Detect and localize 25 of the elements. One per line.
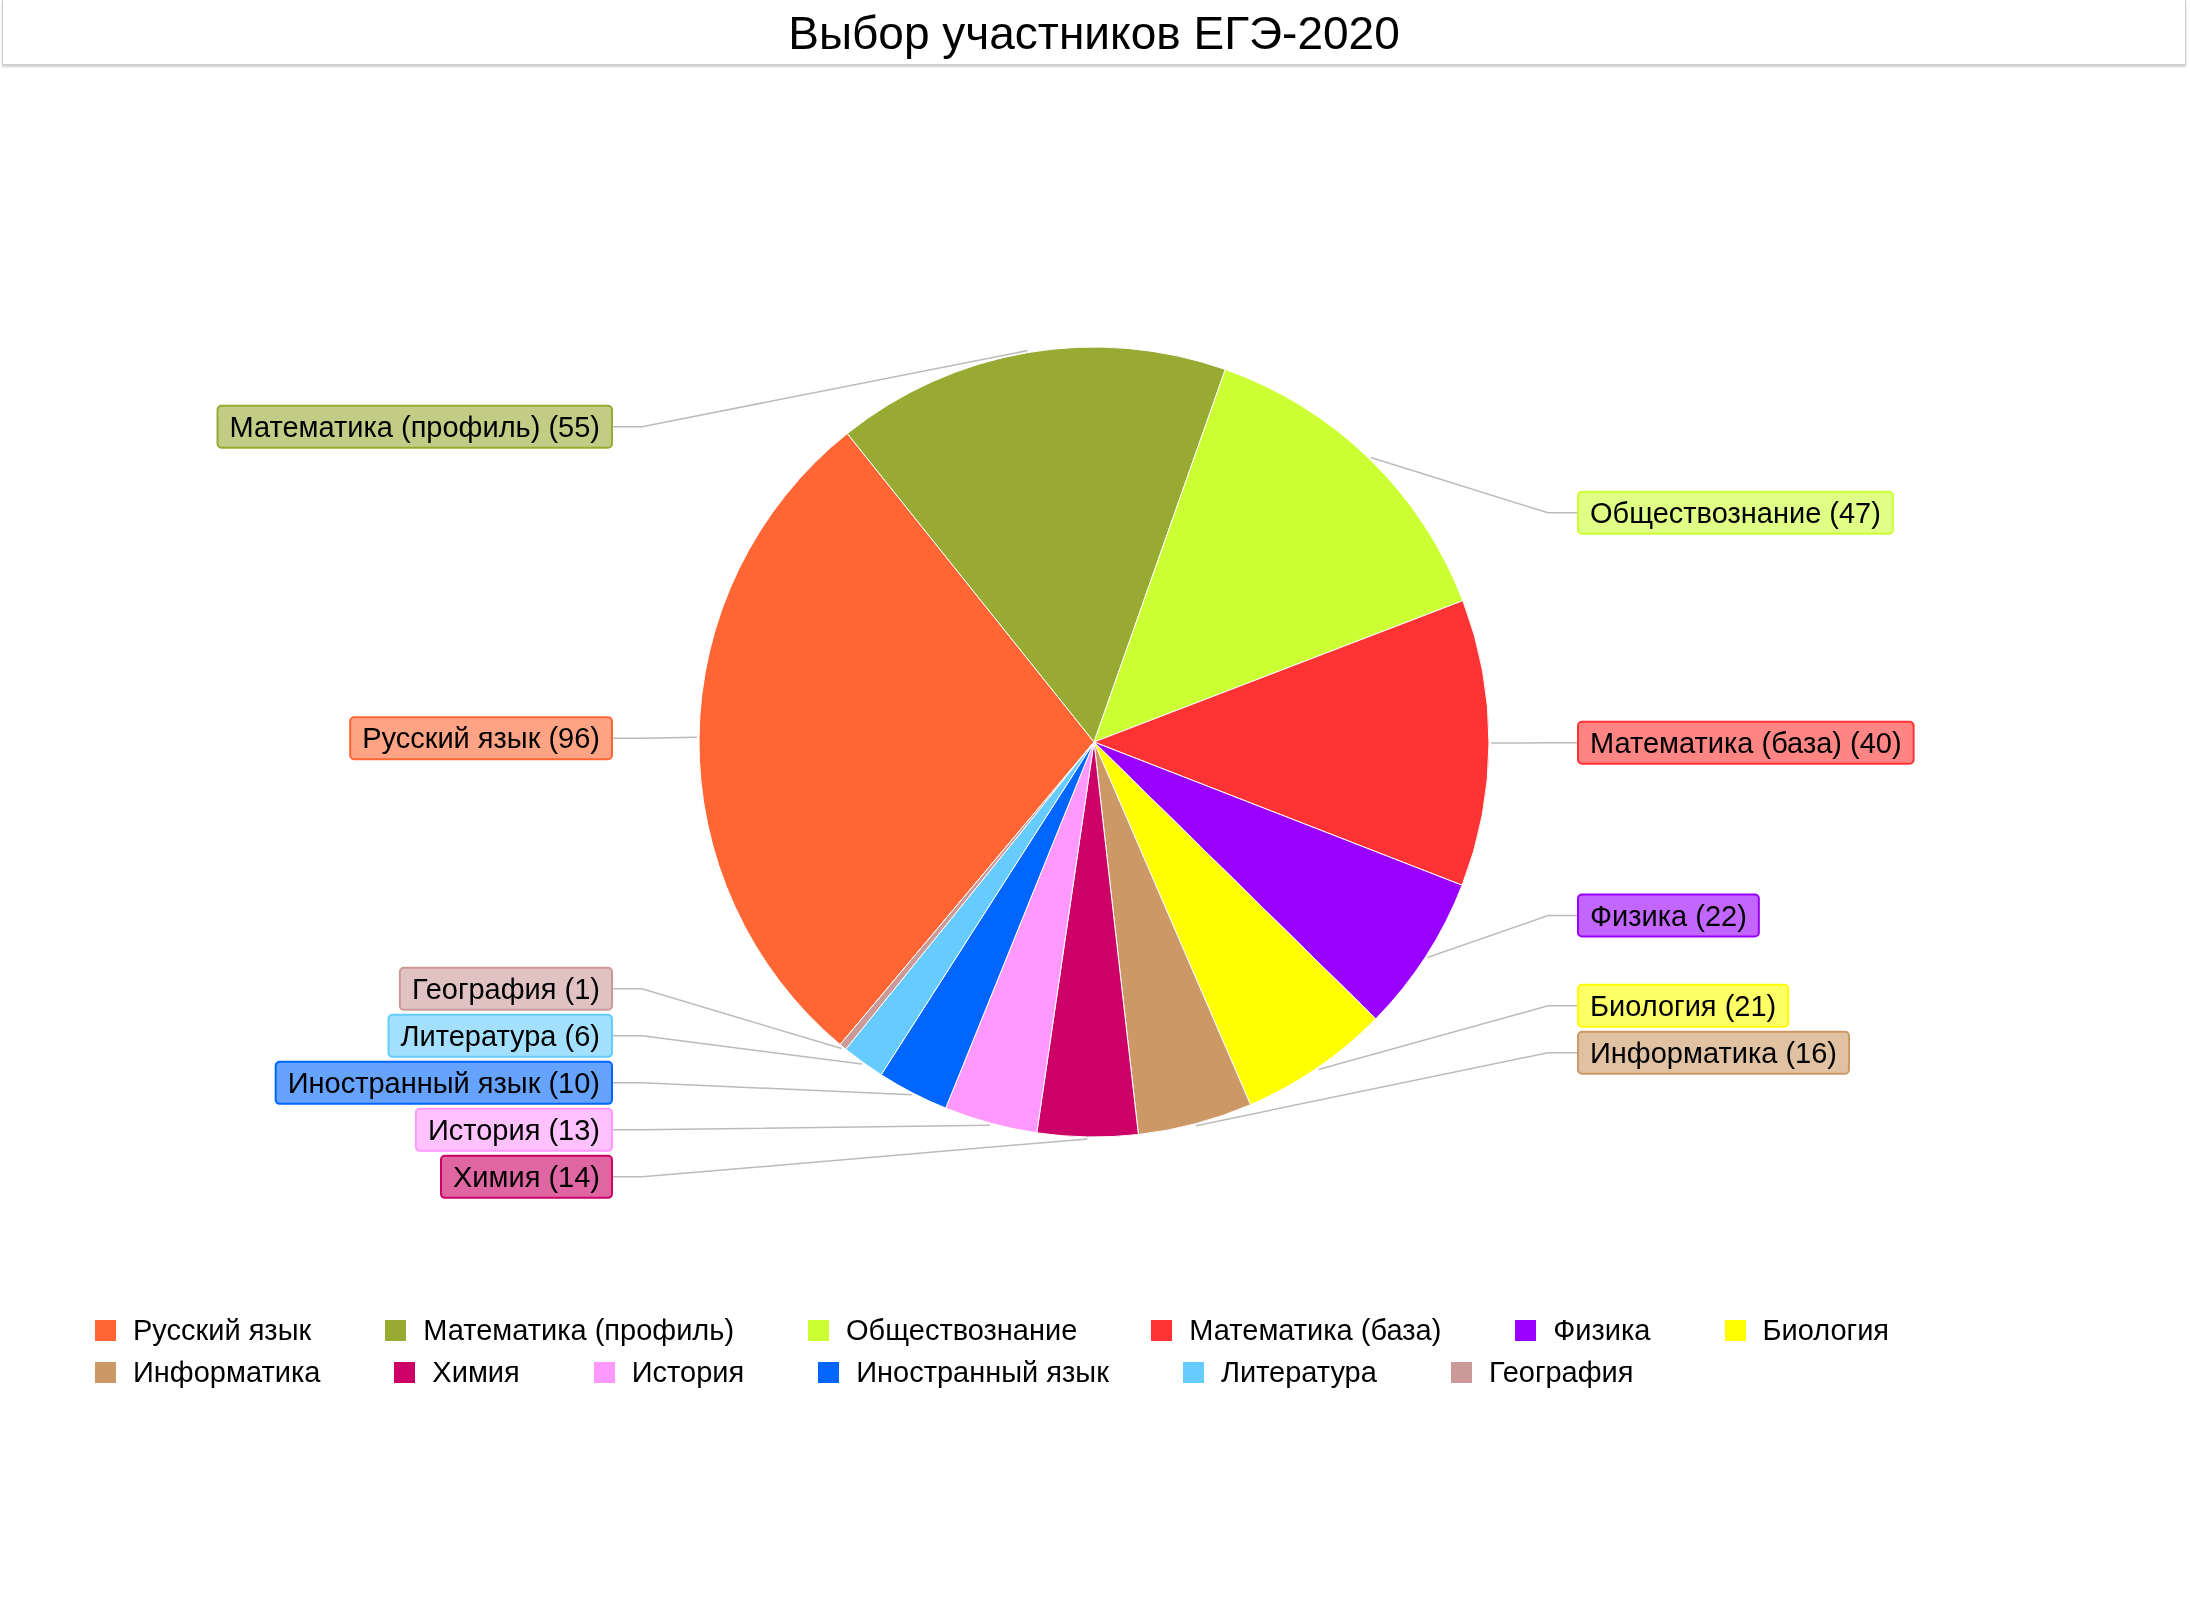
category-label: Математика (профиль) (55): [229, 410, 600, 443]
category-label: Литература (6): [400, 1019, 600, 1052]
category-label: Русский язык (96): [362, 722, 600, 755]
category-label: Обществознание (47): [1590, 496, 1881, 529]
category-label: Математика (база) (40): [1590, 726, 1902, 759]
legend-label: Литература: [1219, 1355, 1377, 1389]
category-label: Биология (21): [1590, 989, 1777, 1022]
legend-label: Обществознание: [845, 1313, 1078, 1347]
legend-label: Биология: [1761, 1313, 1890, 1347]
legend-label: Информатика: [132, 1355, 321, 1389]
legend-label: История: [630, 1355, 745, 1389]
legend-label: География: [1487, 1355, 1634, 1389]
category-label: Иностранный язык (10): [287, 1066, 600, 1099]
legend-label: Химия: [431, 1355, 520, 1389]
chart-title: Выбор участников ЕГЭ-2020: [2, 0, 2186, 65]
category-label: Информатика (16): [1590, 1036, 1837, 1069]
category-label: История (13): [427, 1113, 600, 1146]
category-label: Физика (22): [1590, 899, 1747, 932]
legend-label: Русский язык: [132, 1313, 312, 1347]
legend-label: Физика: [1552, 1313, 1651, 1347]
category-label: География (1): [411, 972, 600, 1005]
legend-label: Иностранный язык: [855, 1355, 1109, 1389]
legend-label: Математика (профиль): [422, 1313, 735, 1347]
category-label: Химия (14): [452, 1160, 600, 1193]
legend-label: Математика (база): [1188, 1313, 1442, 1347]
